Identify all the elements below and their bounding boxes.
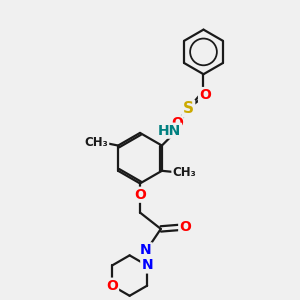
Text: O: O [106, 279, 118, 293]
Text: O: O [171, 116, 183, 130]
Text: O: O [134, 188, 146, 202]
Text: HN: HN [158, 124, 181, 138]
Text: S: S [183, 101, 194, 116]
Text: N: N [141, 259, 153, 272]
Text: N: N [140, 243, 152, 257]
Text: O: O [199, 88, 211, 102]
Text: CH₃: CH₃ [172, 166, 196, 179]
Text: CH₃: CH₃ [85, 136, 108, 149]
Text: O: O [179, 220, 191, 234]
